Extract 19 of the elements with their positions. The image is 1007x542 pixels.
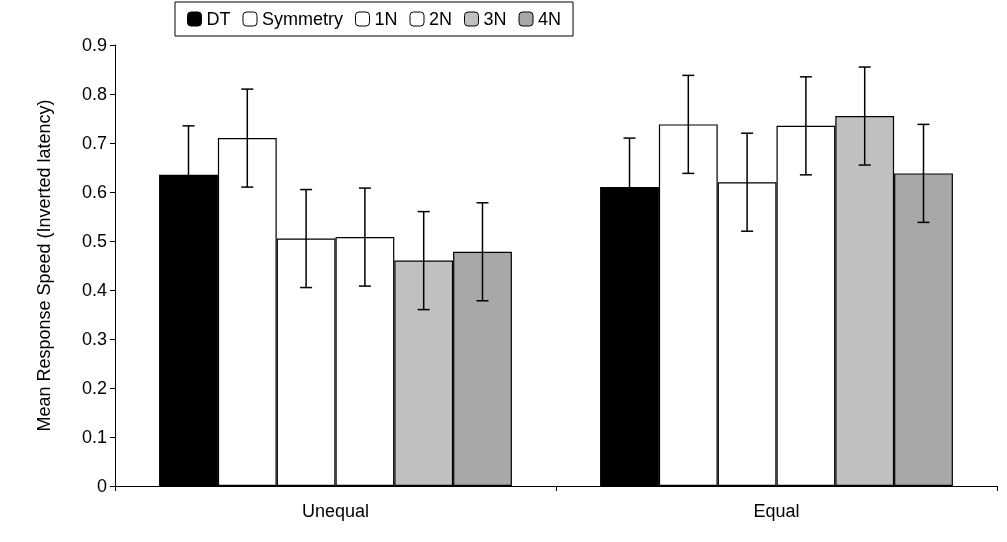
x-tick-label: Unequal: [301, 501, 370, 521]
y-tick-label: 0.5: [81, 231, 107, 251]
legend-label: DT: [206, 9, 231, 29]
y-tick-label: 0: [96, 476, 107, 496]
legend-label: 4N: [538, 9, 562, 29]
y-tick-label: 0.6: [81, 182, 107, 202]
x-tick-label: Equal: [753, 501, 800, 521]
y-tick-label: 0.7: [81, 133, 107, 153]
y-tick-label: 0.9: [81, 35, 107, 55]
legend-label: Symmetry: [261, 9, 343, 29]
y-tick-label: 0.8: [81, 84, 107, 104]
y-tick-label: 0.4: [81, 280, 107, 300]
legend-label: 2N: [429, 9, 453, 29]
y-tick-label: 0.3: [81, 329, 107, 349]
y-axis-title: Mean Response Speed (Inverted latency): [34, 99, 54, 432]
y-tick-label: 0.2: [81, 378, 107, 398]
legend-label: 3N: [483, 9, 507, 29]
y-tick-label: 0.1: [81, 427, 107, 447]
legend-label: 1N: [374, 9, 398, 29]
